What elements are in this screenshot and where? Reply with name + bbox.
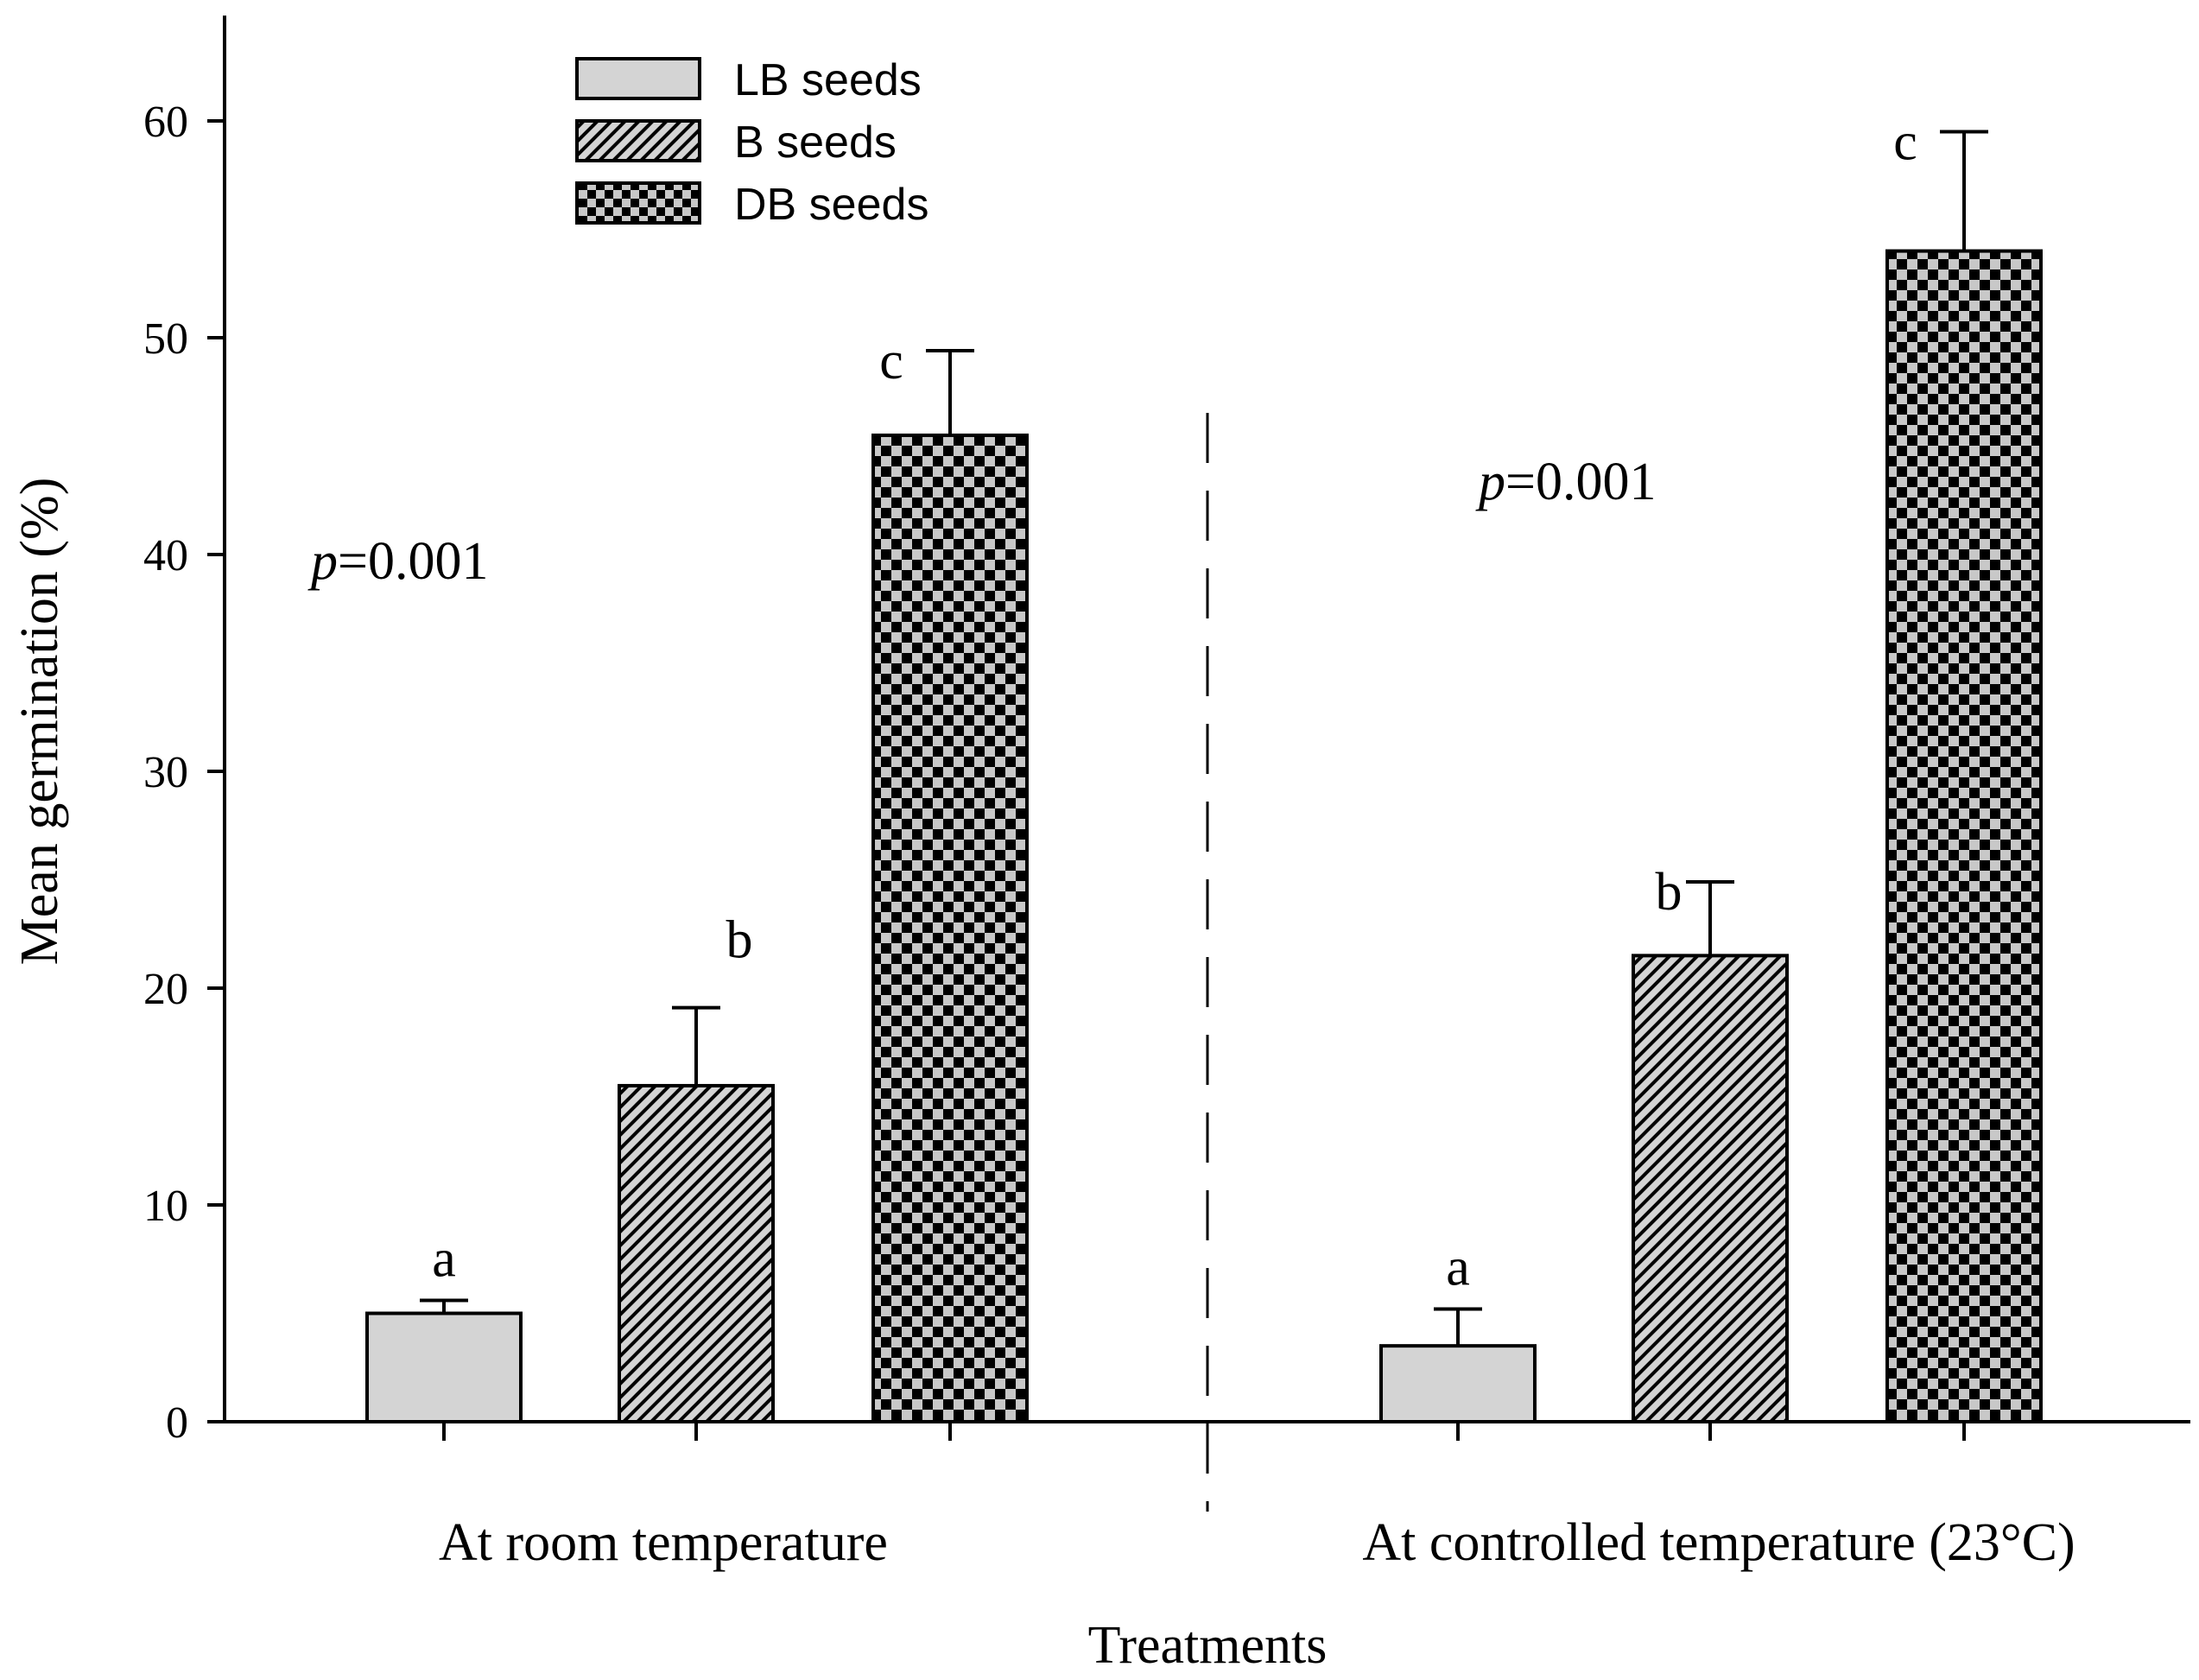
- group-label-room: At room temperature: [439, 1513, 888, 1572]
- significance-letters: a b c a b c: [432, 113, 1917, 1297]
- legend-swatch-lb: [575, 57, 701, 100]
- p-number-room: =0.001: [338, 532, 488, 591]
- y-tick-label: 40: [143, 531, 188, 580]
- bars: [365, 249, 2043, 1424]
- bar-db-seeds: [1885, 249, 2043, 1424]
- error-bars: [420, 130, 1988, 1347]
- legend-swatch-db: [575, 181, 701, 225]
- significance-letter: c: [1893, 113, 1917, 172]
- p-value-room: p=0.001: [307, 532, 488, 591]
- significance-letter: b: [1656, 863, 1683, 922]
- significance-letter: a: [432, 1229, 456, 1288]
- bar-db-seeds: [871, 433, 1029, 1424]
- legend-label-lb: LB seeds: [734, 55, 922, 105]
- x-axis-ticks: [442, 1422, 1966, 1441]
- legend-label-db: DB seeds: [734, 180, 928, 230]
- y-tick-label: 50: [143, 314, 188, 364]
- legend-swatch-b: [575, 119, 701, 162]
- p-symbol-controlled: p: [1475, 453, 1505, 511]
- legend-label-b: B seeds: [734, 117, 897, 168]
- bar-b-seeds: [1632, 954, 1789, 1423]
- group-label-controlled: At controlled temperature (23°C): [1362, 1513, 2075, 1572]
- bar-b-seeds: [618, 1083, 775, 1423]
- p-number-controlled: =0.001: [1505, 453, 1656, 511]
- y-tick-label: 20: [143, 965, 188, 1014]
- y-axis-ticks: 0 10 20 30 40 50 60: [143, 98, 225, 1448]
- y-tick-label: 30: [143, 748, 188, 797]
- y-tick-label: 0: [166, 1398, 188, 1448]
- legend: LB seeds B seeds DB seeds: [575, 55, 928, 230]
- p-symbol-room: p: [307, 532, 338, 591]
- bar-lb-seeds: [365, 1311, 523, 1423]
- p-value-controlled: p=0.001: [1475, 453, 1656, 511]
- y-axis-title: Mean germination (%): [10, 478, 69, 966]
- significance-letter: a: [1446, 1238, 1470, 1296]
- y-tick-label: 10: [143, 1182, 188, 1231]
- significance-letter: c: [879, 332, 903, 390]
- y-tick-label: 60: [143, 98, 188, 147]
- bar-lb-seeds: [1379, 1344, 1537, 1424]
- significance-letter: b: [726, 911, 753, 970]
- x-axis-title: Treatments: [1088, 1616, 1328, 1675]
